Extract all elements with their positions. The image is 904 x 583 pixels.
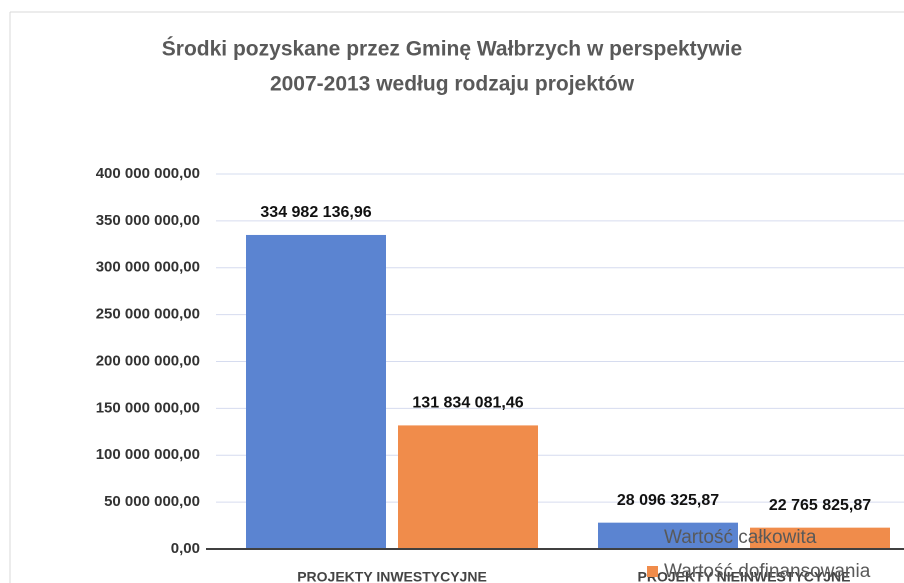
title-line: 2007-2013 według rodzaju projektów <box>270 73 635 96</box>
x-tick-label: PROJEKTY INWESTYCYJNE <box>297 569 487 583</box>
y-tick-label: 350 000 000,00 <box>96 212 200 229</box>
y-tick-label: 150 000 000,00 <box>96 399 200 416</box>
title-line: Środki pozyskane przez Gminę Wałbrzych w… <box>162 37 742 61</box>
legend-swatch <box>647 566 658 577</box>
y-tick-label: 0,00 <box>171 540 200 557</box>
y-tick-label: 200 000 000,00 <box>96 352 200 369</box>
chart-title: Środki pozyskane przez Gminę Wałbrzych w… <box>162 37 742 96</box>
y-tick-label: 400 000 000,00 <box>96 165 200 182</box>
data-label: 22 765 825,87 <box>769 497 871 514</box>
y-tick-label: 250 000 000,00 <box>96 306 200 323</box>
bar <box>398 425 538 549</box>
data-label: 131 834 081,46 <box>412 395 523 412</box>
y-tick-label: 100 000 000,00 <box>96 446 200 463</box>
legend-label: Wartość dofinansowania <box>664 561 871 582</box>
legend-swatch <box>647 532 658 543</box>
bar <box>750 527 890 549</box>
x-tick-label: PROJEKTY NIEINWESTYCYJNE <box>638 569 851 583</box>
legend-label: Wartość całkowita <box>664 527 817 548</box>
y-tick-label: 300 000 000,00 <box>96 259 200 276</box>
bar <box>598 522 738 549</box>
bar <box>246 234 386 549</box>
data-label: 28 096 325,87 <box>617 492 719 509</box>
data-label: 334 982 136,96 <box>260 204 371 221</box>
y-tick-label: 50 000 000,00 <box>104 493 200 510</box>
